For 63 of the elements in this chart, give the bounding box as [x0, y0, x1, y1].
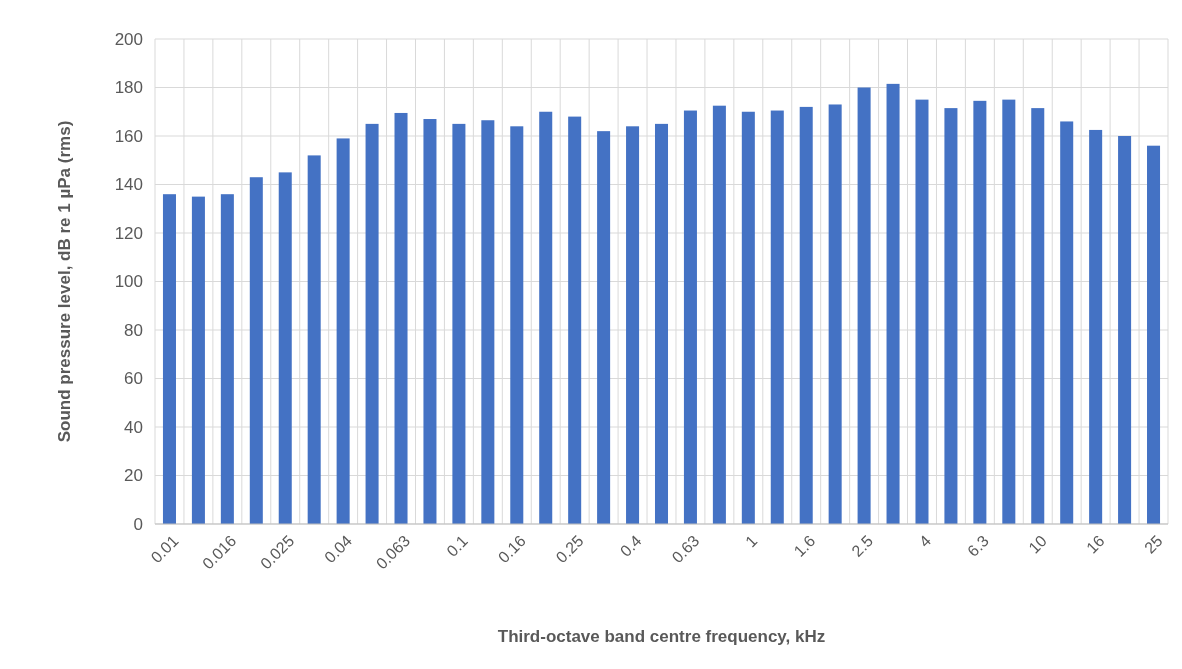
bar	[307, 155, 321, 524]
bar	[770, 110, 784, 524]
x-tick-label: 0.1	[443, 531, 472, 560]
x-tick-label: 0.01	[147, 531, 182, 567]
bar	[944, 108, 958, 524]
bar	[1060, 121, 1074, 524]
x-tick-label: 1	[742, 531, 761, 551]
bar	[741, 111, 755, 524]
bar	[828, 104, 842, 524]
bar	[336, 138, 350, 524]
bar	[278, 172, 292, 524]
x-tick-label: 4	[915, 531, 935, 551]
bar	[539, 111, 553, 524]
bar	[191, 196, 205, 524]
bar	[249, 177, 263, 524]
x-tick-label: 0.16	[494, 531, 529, 567]
x-tick-label: 0.4	[616, 531, 645, 560]
bar	[452, 123, 466, 524]
bar	[886, 83, 900, 524]
bar	[220, 194, 234, 524]
y-tick-label: 140	[114, 175, 143, 195]
y-axis-title: Sound pressure level, dB re 1 µPa (rms)	[55, 120, 74, 443]
bar	[365, 123, 379, 524]
bar	[162, 194, 176, 524]
y-tick-label: 200	[114, 29, 143, 49]
y-tick-label: 0	[133, 514, 143, 534]
bar	[857, 87, 871, 524]
x-tick-label: 0.63	[668, 531, 703, 567]
bar	[1031, 108, 1045, 524]
bar	[915, 99, 929, 524]
bar	[683, 110, 697, 524]
bar	[799, 106, 813, 524]
bar	[423, 119, 437, 524]
x-tick-label: 0.25	[552, 531, 587, 567]
x-tick-label: 1.6	[790, 531, 819, 560]
y-tick-label: 160	[114, 126, 143, 146]
y-tick-label: 40	[124, 417, 143, 437]
y-tick-label: 20	[124, 466, 143, 486]
y-tick-label: 60	[124, 369, 143, 389]
x-tick-label: 6.3	[964, 531, 993, 560]
bar	[597, 131, 611, 524]
bar	[568, 116, 582, 524]
bar	[481, 120, 495, 524]
bar	[394, 112, 408, 524]
bar	[712, 105, 726, 524]
x-tick-label: 16	[1083, 531, 1108, 557]
x-tick-label: 25	[1141, 531, 1166, 557]
y-tick-label: 100	[114, 272, 143, 292]
bar	[973, 100, 987, 524]
x-tick-label: 0.04	[321, 531, 356, 567]
bar	[1118, 136, 1132, 524]
bar	[510, 126, 524, 524]
y-tick-label: 180	[114, 78, 143, 98]
y-tick-label: 120	[114, 223, 143, 243]
bar	[626, 126, 640, 524]
x-tick-label: 10	[1025, 531, 1050, 557]
y-tick-label: 80	[124, 320, 143, 340]
x-axis-title: Third-octave band centre frequency, kHz	[497, 627, 826, 646]
x-tick-label: 2.5	[848, 531, 877, 560]
bar	[1147, 145, 1161, 524]
bar	[1002, 99, 1016, 524]
bar	[654, 123, 669, 524]
bar	[1089, 129, 1103, 524]
